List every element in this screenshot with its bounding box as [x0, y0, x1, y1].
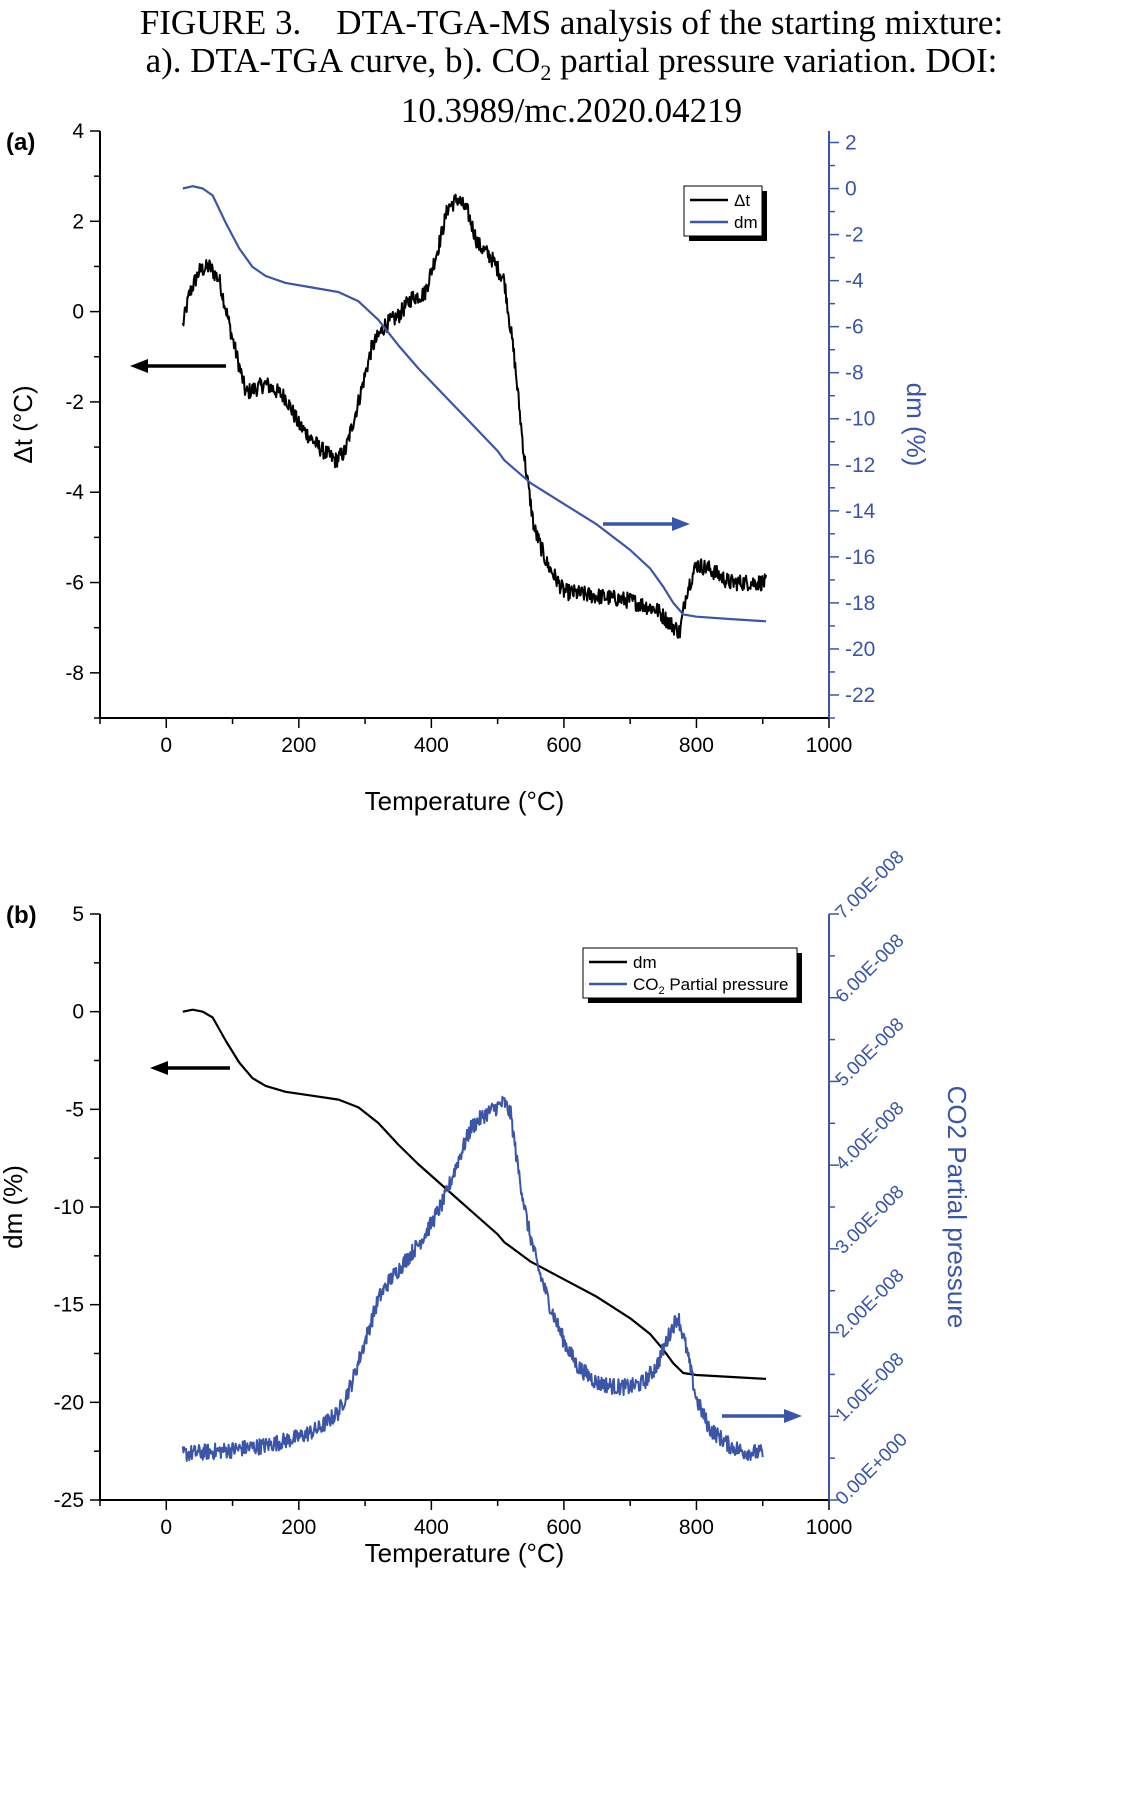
y-right-tick-label: 5.00E-008: [832, 1014, 909, 1091]
x-tick-label: 600: [546, 1516, 581, 1539]
caption-text-2a: a). DTA-TGA curve, b). CO: [145, 41, 541, 80]
x-tick-label: 0: [160, 734, 172, 757]
y-right-tick-label: -2: [845, 224, 864, 247]
y-right-tick-label: -18: [845, 592, 875, 615]
y-axis-left-title: dm (%): [0, 1165, 28, 1249]
y-left-tick-label: 0: [72, 301, 84, 324]
caption-text-1: DTA-TGA-MS analysis of the starting mixt…: [336, 3, 1004, 42]
arrow-left-axis-head: [130, 359, 148, 373]
figure-caption: FIGURE 3. DTA-TGA-MS analysis of the sta…: [0, 4, 1143, 130]
caption-line-3: 10.3989/mc.2020.04219: [0, 92, 1143, 130]
legend-box: [582, 947, 798, 999]
legend: dm CO2 Partial pressure: [582, 947, 802, 1003]
y-left-tick-label: 5: [72, 903, 84, 926]
y-right-tick-label: -14: [845, 500, 876, 523]
y-left-tick-label: -5: [65, 1098, 84, 1121]
y-right-tick-label: 7.00E-008: [832, 847, 909, 924]
y-right-tick-label: -20: [845, 638, 875, 661]
y-right-tick-label: 4.00E-008: [832, 1098, 909, 1175]
y-left-tick-label: -2: [65, 391, 84, 414]
caption-text-2b: partial pressure variation. DOI:: [551, 41, 998, 80]
chart-panel-b: (b) 0 200 400 600 800 1000 -25 -20 -15 -10 -5 0 5 0.00…: [0, 847, 972, 1568]
x-tick-label: 1000: [806, 1516, 853, 1539]
series-line-first: [181, 193, 767, 639]
y-right-tick-label: -4: [845, 270, 864, 293]
y-left-tick-label: -8: [65, 662, 84, 685]
legend-label: CO2 Partial pressure: [633, 975, 788, 997]
caption-line-1: FIGURE 3. DTA-TGA-MS analysis of the sta…: [0, 4, 1143, 42]
x-tick-label: 1000: [806, 734, 853, 757]
y-axis-right-title: dm (%): [901, 383, 931, 467]
y-axis-right-title: CO2 Partial pressure: [942, 1086, 972, 1329]
y-right-tick-label: -16: [845, 546, 875, 569]
y-right-tick-label: 1.00E-008: [832, 1349, 909, 1426]
chart-panel-a: (a)0 200 400 600 800 1000-8-6-4-2024-22-20-18…: [6, 120, 931, 816]
panel-label: (b): [6, 902, 37, 929]
y-right-tick-label: 3.00E-008: [832, 1182, 909, 1259]
legend-label: dm: [734, 213, 758, 232]
x-tick-label: 200: [281, 1516, 316, 1539]
y-left-tick-label: -6: [65, 572, 84, 595]
x-tick-label: 800: [679, 734, 714, 757]
y-right-tick-label: -8: [845, 362, 864, 385]
y-left-tick-label: -20: [54, 1391, 84, 1414]
y-right-tick-label: 2: [845, 132, 857, 155]
x-axis-title: Temperature (°C): [365, 786, 565, 816]
arrow-right-axis-head: [672, 517, 690, 531]
y-left-tick-label: -25: [54, 1489, 84, 1512]
y-left-tick-label: -4: [65, 481, 84, 504]
x-tick-label: 600: [546, 734, 581, 757]
x-tick-label: 0: [160, 1516, 172, 1539]
caption-line-2: a). DTA-TGA curve, b). CO2 partial press…: [0, 42, 1143, 92]
legend: Δt dm: [683, 185, 767, 241]
caption-subscript: 2: [540, 60, 552, 85]
y-left-tick-label: -15: [54, 1294, 84, 1317]
y-right-tick-label: -22: [845, 684, 875, 707]
legend-label: Δt: [734, 191, 750, 210]
y-right-tick-label: -6: [845, 316, 864, 339]
y-right-tick-label: -12: [845, 454, 875, 477]
y-right-tick-label: 6.00E-008: [832, 930, 909, 1007]
y-right-tick-label: 2.00E-008: [832, 1265, 909, 1342]
y-right-tick-label: 0.00E+000: [832, 1429, 912, 1509]
series-line-second: [181, 1095, 764, 1462]
y-axis-left-title: Δt (°C): [8, 385, 38, 463]
y-left-tick-label: -10: [54, 1196, 84, 1219]
arrow-right-axis-head: [784, 1409, 802, 1423]
series-line-first: [182, 1008, 767, 1380]
series-line-second: [182, 185, 767, 623]
x-tick-label: 800: [679, 1516, 714, 1539]
legend-box: [683, 185, 763, 237]
arrow-left-axis-head: [150, 1061, 168, 1075]
x-axis-title: Temperature (°C): [365, 1538, 565, 1568]
y-right-tick-label: -10: [845, 408, 875, 431]
y-left-tick-label: 4: [72, 120, 84, 143]
y-right-tick-label: 0: [845, 178, 857, 201]
x-tick-label: 400: [414, 734, 449, 757]
y-left-tick-label: 0: [72, 1001, 84, 1024]
figure-number: FIGURE 3.: [139, 3, 302, 42]
y-left-tick-label: 2: [72, 210, 84, 233]
caption-doi: 10.3989/mc.2020.04219: [400, 91, 743, 130]
panel-label: (a): [6, 129, 35, 156]
x-tick-label: 200: [281, 734, 316, 757]
legend-label: dm: [633, 953, 657, 972]
x-tick-label: 400: [414, 1516, 449, 1539]
